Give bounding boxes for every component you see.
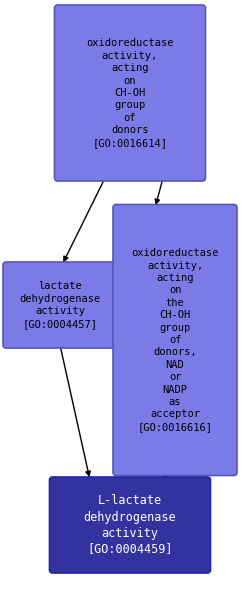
Text: oxidoreductase
activity,
acting
on
CH-OH
group
of
donors
[GO:0016614]: oxidoreductase activity, acting on CH-OH… bbox=[86, 38, 174, 148]
Text: L-lactate
dehydrogenase
activity
[GO:0004459]: L-lactate dehydrogenase activity [GO:000… bbox=[84, 495, 176, 556]
Text: oxidoreductase
activity,
acting
on
the
CH-OH
group
of
donors,
NAD
or
NADP
as
acc: oxidoreductase activity, acting on the C… bbox=[131, 248, 219, 432]
FancyBboxPatch shape bbox=[50, 477, 211, 573]
Text: lactate
dehydrogenase
activity
[GO:0004457]: lactate dehydrogenase activity [GO:00044… bbox=[19, 282, 101, 328]
FancyBboxPatch shape bbox=[54, 5, 205, 181]
FancyBboxPatch shape bbox=[113, 205, 237, 475]
FancyBboxPatch shape bbox=[3, 262, 117, 348]
